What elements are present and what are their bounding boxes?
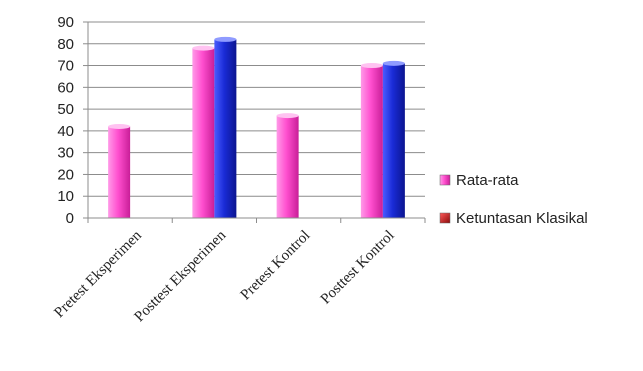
y-tick-label: 30	[57, 145, 74, 162]
bar-rata-rata	[360, 65, 383, 218]
y-tick-label: 20	[57, 166, 74, 183]
legend-swatch	[439, 174, 451, 186]
y-axis: 0 10 20 30 40 50 60 70 80 90	[57, 14, 89, 227]
y-tick-label: 50	[57, 101, 74, 118]
bar-top-highlight	[382, 60, 405, 66]
y-tick-label: 80	[57, 36, 74, 53]
bar-top-highlight	[214, 36, 237, 42]
y-tick-label: 90	[57, 14, 74, 31]
bar-top-highlight	[360, 63, 383, 69]
bar-rata-rata	[192, 48, 215, 219]
y-tick-label: 60	[57, 79, 74, 96]
bar-top-highlight	[276, 113, 299, 119]
bar-ketuntasan-klasikal	[382, 63, 405, 218]
x-category-label: Pretest Kontrol	[238, 228, 314, 304]
x-category-label: Posttest Kontrol	[318, 228, 398, 308]
bar-top-highlight	[108, 124, 131, 130]
bar-top-highlight	[192, 45, 215, 51]
bar-ketuntasan-klasikal	[214, 39, 237, 218]
legend-label: Rata-rata	[456, 172, 519, 189]
x-category-label: Posttest Eksperimen	[132, 227, 230, 325]
bar-rata-rata	[276, 115, 299, 218]
y-tick-label: 40	[57, 123, 74, 140]
y-tick-label: 0	[66, 210, 74, 227]
legend-label: Ketuntasan Klasikal	[456, 210, 588, 227]
legend: Rata-rata Ketuntasan Klasikal	[439, 172, 588, 227]
y-tick-label: 10	[57, 188, 74, 205]
bars	[108, 36, 405, 219]
gridlines	[88, 21, 425, 219]
legend-swatch	[439, 212, 451, 224]
x-category-label: Pretest Eksperimen	[51, 227, 145, 321]
bar-rata-rata	[108, 126, 131, 218]
y-tick-label: 70	[57, 58, 74, 75]
